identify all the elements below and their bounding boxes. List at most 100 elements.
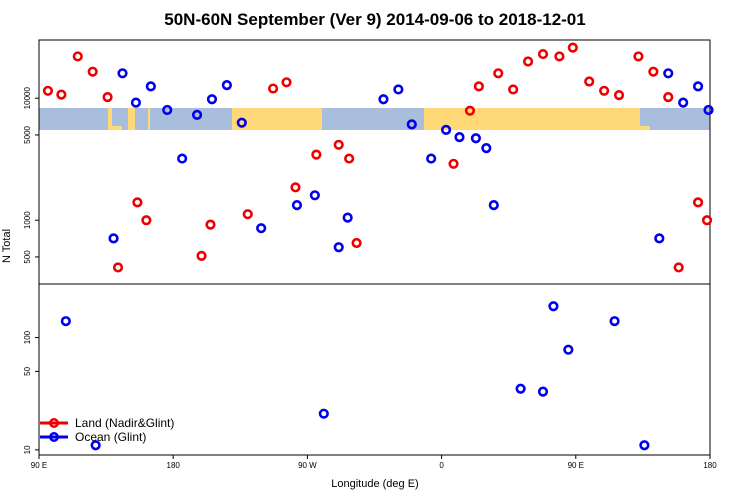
ocean-data-point bbox=[488, 199, 499, 211]
map-ocean-region bbox=[135, 108, 148, 130]
ocean-data-point bbox=[548, 301, 559, 312]
ocean-data-point bbox=[692, 81, 704, 92]
y-tick-label: 10000 bbox=[23, 87, 32, 110]
land-data-point bbox=[692, 197, 704, 208]
land-data-point bbox=[537, 48, 549, 60]
map-ocean-region bbox=[112, 108, 128, 130]
land-data-point bbox=[205, 219, 216, 230]
x-tick-label: 180 bbox=[703, 461, 717, 470]
ocean-data-point bbox=[291, 199, 303, 211]
land-data-point bbox=[567, 42, 578, 53]
ocean-data-point bbox=[515, 383, 526, 394]
land-data-point bbox=[132, 197, 143, 208]
ocean-data-point bbox=[221, 80, 232, 91]
land-data-point bbox=[493, 68, 504, 79]
ocean-data-point bbox=[108, 233, 119, 244]
map-ocean-region bbox=[640, 108, 648, 130]
land-data-point bbox=[281, 77, 292, 88]
ocean-data-point bbox=[378, 94, 389, 105]
legend-marker-ocean bbox=[49, 432, 59, 442]
map-ocean-region bbox=[322, 108, 424, 130]
land-data-point bbox=[268, 83, 279, 94]
land-data-point bbox=[599, 85, 610, 96]
land-data-point bbox=[141, 215, 152, 226]
land-data-point bbox=[242, 209, 253, 220]
map-land-region bbox=[112, 126, 122, 130]
land-data-point bbox=[72, 51, 83, 62]
land-data-point bbox=[584, 76, 595, 87]
land-data-point bbox=[290, 182, 301, 193]
ocean-data-point bbox=[90, 440, 101, 451]
map-ocean-region bbox=[39, 108, 108, 130]
ocean-data-point bbox=[406, 119, 417, 130]
ocean-data-point bbox=[236, 117, 247, 128]
ocean-data-point bbox=[454, 131, 465, 143]
ocean-data-point bbox=[654, 233, 665, 244]
land-data-point bbox=[648, 66, 659, 77]
land-data-point bbox=[333, 139, 344, 150]
x-tick-label: 90 E bbox=[568, 461, 584, 470]
ocean-data-point bbox=[318, 408, 329, 419]
ocean-data-point bbox=[191, 109, 203, 120]
land-data-point bbox=[42, 85, 54, 96]
y-tick-label: 500 bbox=[23, 250, 32, 264]
y-tick-label: 10 bbox=[23, 445, 32, 454]
ocean-data-point bbox=[609, 316, 620, 327]
land-data-point bbox=[508, 84, 519, 95]
x-tick-label: 0 bbox=[439, 461, 444, 470]
map-band-ocean bbox=[39, 108, 710, 130]
ocean-data-point bbox=[393, 84, 404, 95]
land-data-point bbox=[613, 90, 625, 101]
ocean-data-point bbox=[117, 68, 128, 79]
land-data-point bbox=[464, 105, 476, 116]
ocean-data-point bbox=[470, 133, 481, 144]
data-points bbox=[42, 42, 714, 451]
land-data-point bbox=[701, 215, 713, 226]
legend: Land (Nadir&Glint) Ocean (Glint) bbox=[40, 416, 174, 444]
ocean-data-point bbox=[663, 68, 674, 79]
ocean-data-point bbox=[162, 104, 173, 116]
ocean-data-point bbox=[145, 81, 156, 92]
land-data-point bbox=[87, 66, 98, 77]
map-ocean-region bbox=[648, 108, 710, 130]
x-axis-label: Longitude (deg E) bbox=[331, 478, 418, 490]
ocean-data-point bbox=[703, 104, 714, 116]
ocean-data-point bbox=[481, 142, 492, 154]
ocean-data-point bbox=[309, 190, 320, 201]
y-tick-label: 100 bbox=[23, 330, 32, 344]
x-tick-label: 90 E bbox=[31, 461, 47, 470]
ocean-data-point bbox=[426, 153, 437, 164]
y-tick-label: 5000 bbox=[23, 125, 32, 143]
y-axis: 10000 5000 1000 500 100 50 10 bbox=[23, 87, 39, 454]
land-data-point bbox=[112, 262, 124, 273]
x-tick-label: 180 bbox=[167, 461, 181, 470]
land-data-point bbox=[344, 153, 355, 164]
ocean-data-point bbox=[678, 97, 689, 108]
land-data-point bbox=[311, 149, 322, 160]
legend-label-land: Land (Nadir&Glint) bbox=[75, 416, 174, 430]
land-data-point bbox=[56, 89, 67, 100]
map-ocean-region bbox=[368, 108, 376, 118]
x-axis: 90 E 180 90 W 0 90 E 180 bbox=[31, 455, 717, 470]
land-data-point bbox=[351, 237, 362, 249]
legend-marker-land bbox=[49, 418, 59, 428]
ocean-data-point bbox=[130, 97, 142, 108]
land-data-point bbox=[633, 51, 644, 62]
y-tick-label: 50 bbox=[23, 366, 32, 375]
y-tick-label: 1000 bbox=[23, 211, 32, 229]
land-data-point bbox=[473, 81, 484, 92]
ocean-data-point bbox=[256, 223, 267, 234]
world-map-band bbox=[39, 108, 710, 130]
ocean-data-point bbox=[440, 124, 452, 135]
chart-title: 50N-60N September (Ver 9) 2014-09-06 to … bbox=[164, 10, 585, 29]
map-ocean-region bbox=[662, 108, 672, 130]
legend-label-ocean: Ocean (Glint) bbox=[75, 430, 146, 444]
map-land-region bbox=[640, 126, 650, 130]
land-data-point bbox=[196, 250, 207, 261]
lower-plot-frame bbox=[38, 283, 711, 456]
ocean-data-point bbox=[333, 242, 344, 253]
x-tick-label: 90 W bbox=[298, 461, 317, 470]
land-data-point bbox=[554, 51, 565, 62]
land-data-point bbox=[102, 92, 113, 103]
